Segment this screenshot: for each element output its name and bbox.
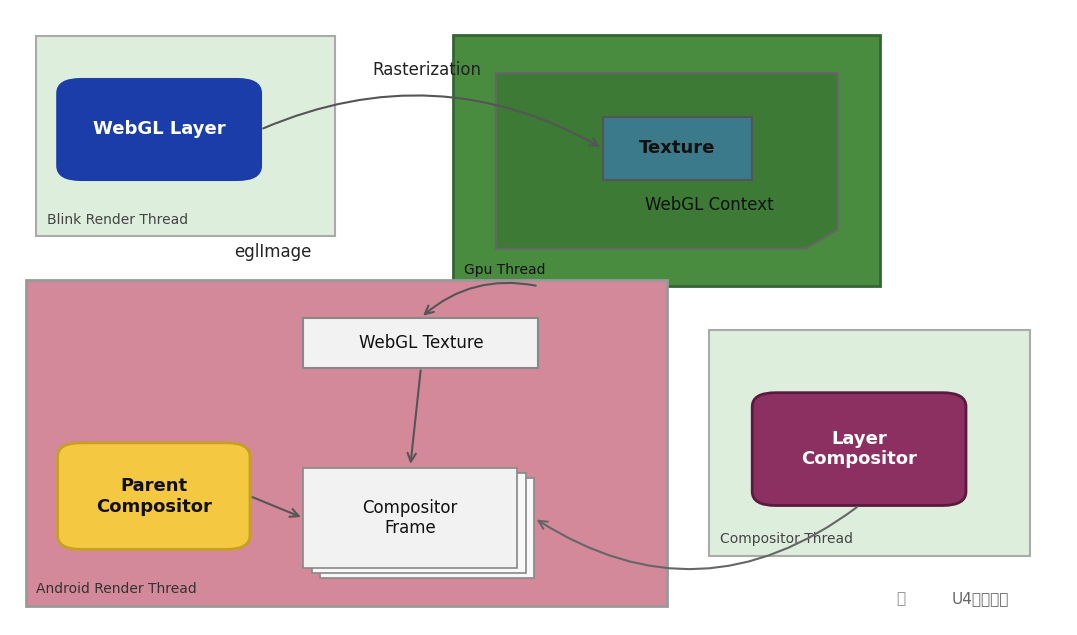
FancyBboxPatch shape: [57, 443, 250, 549]
Text: WebGL Texture: WebGL Texture: [359, 333, 484, 352]
FancyBboxPatch shape: [312, 473, 526, 573]
FancyBboxPatch shape: [453, 36, 881, 286]
FancyBboxPatch shape: [57, 79, 261, 180]
Text: Rasterization: Rasterization: [373, 61, 481, 79]
Text: Parent
Compositor: Parent Compositor: [96, 477, 212, 516]
Text: Blink Render Thread: Blink Render Thread: [47, 213, 188, 227]
FancyBboxPatch shape: [603, 117, 752, 180]
FancyBboxPatch shape: [304, 468, 517, 568]
FancyBboxPatch shape: [752, 392, 966, 505]
Text: Texture: Texture: [640, 139, 715, 157]
Text: Gpu Thread: Gpu Thread: [464, 263, 545, 277]
Text: Layer
Compositor: Layer Compositor: [801, 430, 917, 469]
Text: WebGL Layer: WebGL Layer: [93, 121, 225, 138]
FancyBboxPatch shape: [710, 330, 1030, 556]
Text: Android Render Thread: Android Render Thread: [37, 582, 197, 596]
Text: Compositor Thread: Compositor Thread: [721, 532, 853, 546]
FancyBboxPatch shape: [321, 478, 534, 578]
FancyBboxPatch shape: [26, 280, 667, 606]
Text: U4内核技术: U4内核技术: [951, 591, 1009, 606]
Polygon shape: [495, 73, 838, 248]
Text: Compositor
Frame: Compositor Frame: [363, 498, 458, 537]
Text: 🐾: 🐾: [896, 591, 906, 606]
FancyBboxPatch shape: [37, 36, 335, 236]
Text: eglImage: eglImage: [234, 243, 311, 261]
Text: WebGL Context: WebGL Context: [645, 196, 774, 214]
FancyBboxPatch shape: [304, 318, 538, 368]
